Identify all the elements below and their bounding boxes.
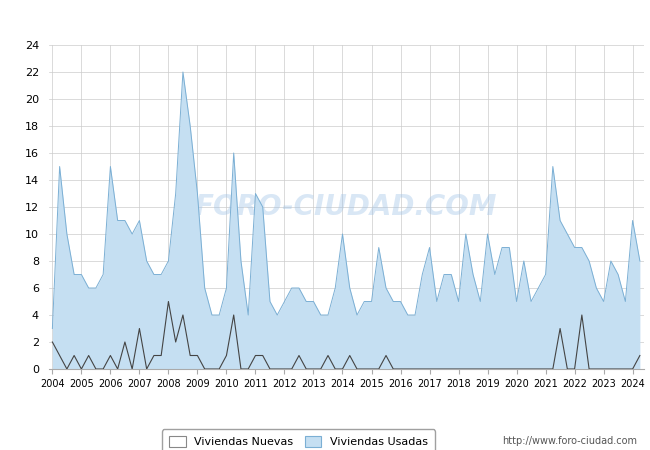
Text: Aceuchal - Evolucion del Nº de Transacciones Inmobiliarias: Aceuchal - Evolucion del Nº de Transacci… <box>110 13 540 28</box>
Text: FORO-CIUDAD.COM: FORO-CIUDAD.COM <box>195 193 497 221</box>
Text: http://www.foro-ciudad.com: http://www.foro-ciudad.com <box>502 436 637 446</box>
Legend: Viviendas Nuevas, Viviendas Usadas: Viviendas Nuevas, Viviendas Usadas <box>162 429 435 450</box>
